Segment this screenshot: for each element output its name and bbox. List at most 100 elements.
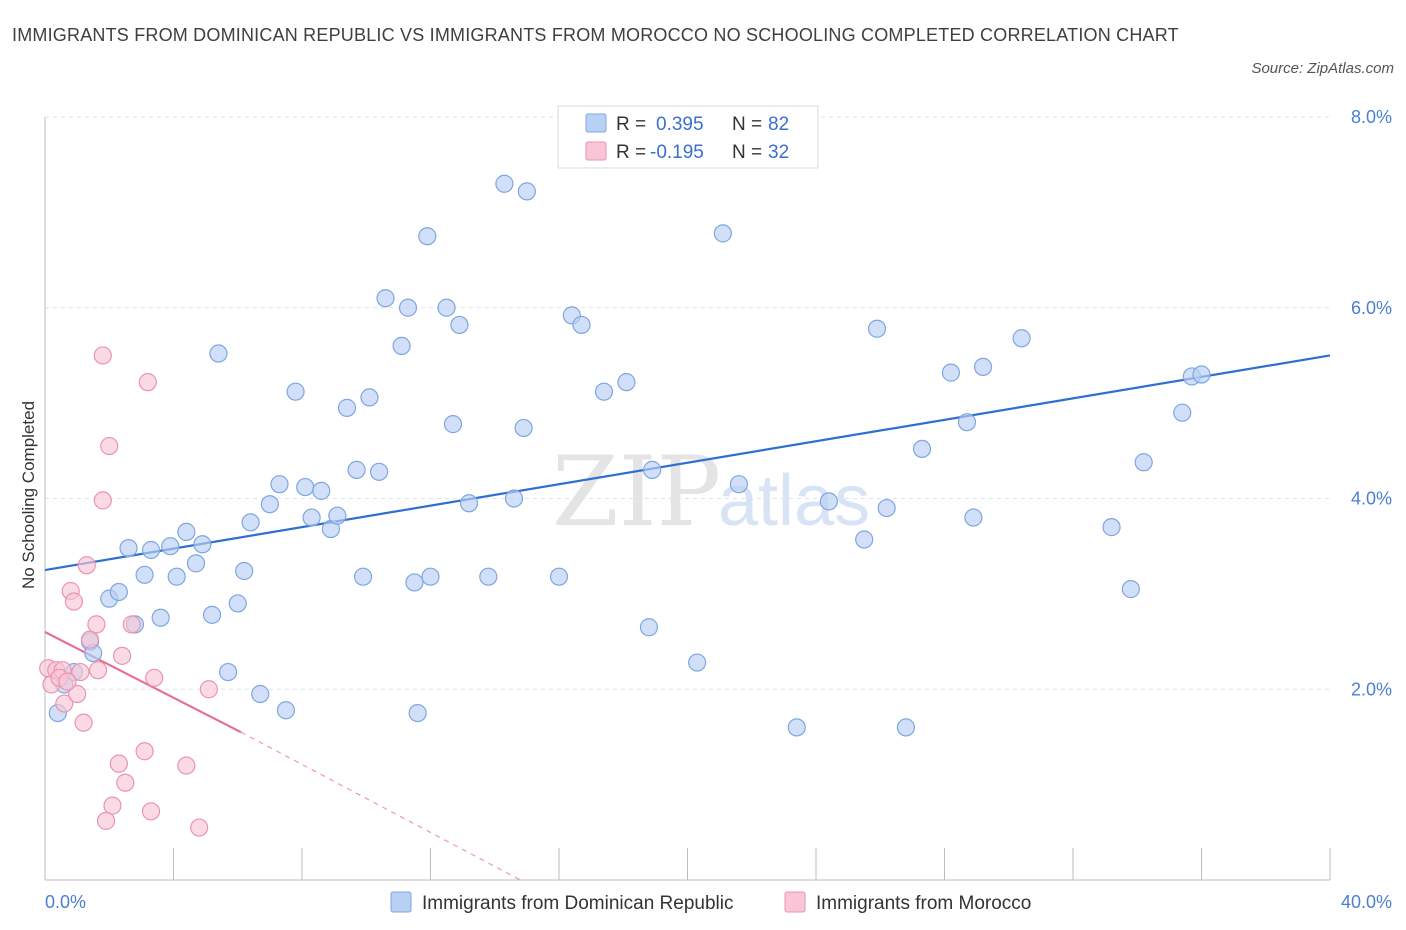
point-pink-28 [112, 646, 132, 665]
point-blue-15 [186, 554, 206, 573]
point-blue-28 [296, 477, 315, 497]
point-blue-63 [729, 475, 749, 494]
point-blue-26 [276, 701, 296, 720]
point-pink-23 [145, 668, 164, 687]
point-blue-76 [1134, 453, 1153, 472]
y-tick-label-0: 2.0% [1351, 679, 1392, 699]
point-pink-15 [100, 436, 119, 456]
point-blue-70 [957, 413, 977, 432]
point-pink-12 [88, 661, 108, 680]
point-blue-67 [877, 498, 896, 518]
point-pink-17 [109, 754, 128, 773]
point-blue-21 [235, 561, 254, 581]
point-blue-66 [867, 319, 887, 338]
point-blue-65 [855, 530, 874, 549]
point-blue-23 [251, 684, 270, 704]
point-blue-69 [941, 363, 961, 382]
point-blue-19 [219, 662, 238, 682]
trend-line-pink [44, 631, 242, 734]
point-blue-34 [347, 460, 366, 479]
point-pink-9 [77, 556, 96, 575]
legend-swatch-blue [585, 113, 607, 133]
point-blue-41 [405, 573, 424, 592]
bottom-legend-label-blue: Immigrants from Dominican Republic [422, 893, 734, 914]
point-blue-47 [450, 315, 469, 335]
series-legend: Immigrants from Dominican Republic Immig… [390, 891, 1031, 914]
bottom-legend-label-pink: Immigrants from Morocco [816, 893, 1031, 914]
point-blue-61 [688, 653, 707, 672]
source-label: Source: ZipAtlas.com [1251, 60, 1394, 77]
point-pink-14 [93, 346, 112, 365]
point-blue-58 [617, 373, 636, 392]
watermark-atlas: atlas [718, 461, 870, 541]
point-blue-46 [443, 415, 463, 434]
point-blue-77 [1173, 403, 1192, 422]
point-blue-54 [549, 567, 569, 586]
point-blue-20 [228, 594, 247, 613]
point-blue-62 [713, 224, 732, 243]
point-blue-29 [302, 508, 321, 527]
legend-n-label-2: N = [732, 142, 762, 163]
legend-swatch-pink [585, 141, 607, 161]
point-blue-80 [787, 718, 806, 737]
point-blue-44 [421, 567, 440, 586]
point-blue-27 [286, 382, 305, 401]
point-pink-25 [190, 818, 209, 837]
trend-line-dashed-pink [240, 731, 521, 881]
point-pink-4 [55, 694, 74, 713]
point-blue-49 [479, 567, 498, 586]
legend-n-label-1: N = [732, 114, 762, 135]
point-pink-16 [103, 796, 122, 815]
point-blue-59 [639, 618, 659, 637]
point-pink-18 [116, 773, 135, 792]
point-blue-48 [459, 494, 479, 513]
point-pink-10 [80, 630, 100, 649]
point-blue-14 [177, 522, 196, 541]
point-pink-27 [96, 811, 116, 830]
y-axis-title: No Schooling Completed [19, 401, 38, 589]
legend-r-label-1: R = [616, 114, 646, 135]
point-blue-79 [1192, 365, 1211, 384]
point-blue-56 [572, 315, 591, 335]
watermark-zip: ZIP [552, 436, 721, 548]
point-blue-68 [912, 439, 932, 459]
point-pink-8 [74, 713, 93, 732]
point-blue-45 [437, 298, 456, 317]
legend-r-value-2: -0.195 [650, 142, 704, 163]
point-pink-6 [64, 592, 84, 611]
point-blue-40 [398, 298, 418, 317]
point-blue-51 [504, 489, 524, 508]
point-blue-35 [353, 567, 373, 586]
point-blue-13 [167, 567, 186, 586]
legend-n-value-1: 82 [768, 114, 789, 135]
point-pink-26 [199, 680, 218, 699]
point-blue-6 [109, 582, 128, 602]
point-blue-17 [202, 605, 222, 624]
point-blue-7 [119, 538, 138, 558]
point-pink-11 [87, 615, 106, 634]
legend-n-value-2: 32 [768, 142, 789, 163]
point-blue-64 [819, 492, 838, 511]
point-pink-7 [68, 684, 87, 704]
point-blue-81 [896, 718, 916, 737]
trend-line-blue [44, 354, 1331, 572]
point-blue-33 [337, 398, 357, 417]
point-blue-43 [418, 227, 437, 246]
point-blue-30 [312, 481, 331, 500]
x-tick-label-1: 40.0% [1341, 892, 1392, 912]
point-blue-25 [270, 475, 289, 494]
point-blue-18 [209, 344, 228, 363]
point-blue-39 [392, 336, 411, 355]
point-blue-16 [193, 535, 212, 554]
x-tick-label-0: 0.0% [45, 892, 86, 912]
point-blue-53 [517, 182, 536, 201]
bottom-legend-swatch-blue [390, 891, 412, 913]
point-pink-24 [177, 756, 196, 775]
point-pink-13 [93, 491, 112, 510]
point-pink-19 [122, 615, 141, 634]
data-points [39, 174, 1211, 837]
point-blue-32 [328, 506, 347, 525]
point-blue-24 [260, 495, 279, 514]
point-blue-57 [594, 382, 614, 401]
trend-lines [44, 354, 1331, 881]
